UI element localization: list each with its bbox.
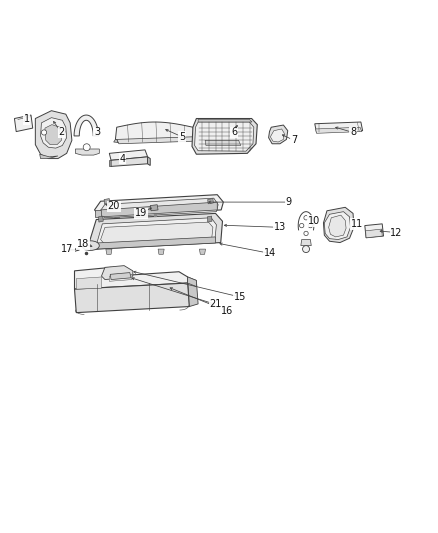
Polygon shape <box>148 157 150 166</box>
Circle shape <box>304 215 308 220</box>
Polygon shape <box>89 213 223 249</box>
Polygon shape <box>115 218 120 222</box>
Circle shape <box>300 223 304 228</box>
Polygon shape <box>101 202 217 217</box>
Polygon shape <box>199 200 205 206</box>
Polygon shape <box>205 140 241 146</box>
Polygon shape <box>76 277 102 289</box>
Circle shape <box>42 130 47 135</box>
Polygon shape <box>328 215 346 237</box>
Polygon shape <box>194 122 254 151</box>
Polygon shape <box>116 122 195 142</box>
Polygon shape <box>110 150 148 160</box>
Circle shape <box>60 129 65 134</box>
Circle shape <box>83 144 90 151</box>
Polygon shape <box>95 195 223 217</box>
Polygon shape <box>192 118 257 154</box>
Polygon shape <box>89 242 96 249</box>
Polygon shape <box>315 122 363 133</box>
Polygon shape <box>41 118 67 148</box>
Text: 21: 21 <box>209 300 222 309</box>
Polygon shape <box>45 125 61 144</box>
Polygon shape <box>99 216 103 222</box>
Text: 1: 1 <box>24 115 30 124</box>
Polygon shape <box>201 218 207 222</box>
Text: 9: 9 <box>286 197 292 207</box>
Polygon shape <box>209 200 215 205</box>
Polygon shape <box>199 249 205 254</box>
Circle shape <box>308 223 313 228</box>
Polygon shape <box>100 198 218 218</box>
Polygon shape <box>158 249 164 254</box>
Polygon shape <box>187 277 198 306</box>
Polygon shape <box>40 154 58 158</box>
Polygon shape <box>366 229 382 238</box>
Polygon shape <box>150 205 158 211</box>
Text: 2: 2 <box>58 127 64 138</box>
Polygon shape <box>207 216 212 222</box>
Text: 14: 14 <box>264 248 276 259</box>
Text: 17: 17 <box>61 244 74 254</box>
Polygon shape <box>95 210 101 217</box>
Polygon shape <box>97 218 216 248</box>
Text: 18: 18 <box>77 239 89 249</box>
Polygon shape <box>35 111 72 158</box>
Text: 7: 7 <box>291 135 297 146</box>
Polygon shape <box>114 140 118 142</box>
Polygon shape <box>106 249 112 254</box>
Text: 13: 13 <box>274 222 286 232</box>
Text: 8: 8 <box>350 127 356 138</box>
Polygon shape <box>84 245 98 250</box>
Polygon shape <box>74 115 99 136</box>
Text: 6: 6 <box>231 127 237 138</box>
Polygon shape <box>110 272 131 279</box>
Polygon shape <box>270 129 284 142</box>
Circle shape <box>303 246 310 253</box>
Ellipse shape <box>82 241 99 251</box>
Polygon shape <box>102 265 133 279</box>
Polygon shape <box>110 160 111 166</box>
Text: 11: 11 <box>351 219 364 229</box>
Polygon shape <box>187 277 196 287</box>
Polygon shape <box>74 283 189 313</box>
Text: 16: 16 <box>221 306 233 316</box>
Polygon shape <box>74 268 187 289</box>
Polygon shape <box>104 199 110 204</box>
Polygon shape <box>365 224 384 238</box>
Polygon shape <box>301 239 311 246</box>
Polygon shape <box>110 274 132 281</box>
Polygon shape <box>324 212 350 239</box>
Polygon shape <box>323 207 354 243</box>
Text: 15: 15 <box>234 292 246 302</box>
Polygon shape <box>167 218 172 222</box>
Polygon shape <box>75 149 99 155</box>
Polygon shape <box>208 199 213 204</box>
Text: 5: 5 <box>179 132 185 142</box>
Polygon shape <box>101 222 213 245</box>
Text: 12: 12 <box>390 228 403 238</box>
Polygon shape <box>96 237 215 249</box>
Polygon shape <box>14 115 33 132</box>
Polygon shape <box>198 119 252 122</box>
Text: 19: 19 <box>134 208 147 219</box>
Circle shape <box>304 231 308 236</box>
Polygon shape <box>268 125 288 144</box>
Text: 10: 10 <box>308 216 320 226</box>
Polygon shape <box>316 127 362 133</box>
Polygon shape <box>111 157 148 166</box>
Text: 4: 4 <box>119 154 125 164</box>
Text: 3: 3 <box>94 127 100 138</box>
Text: 20: 20 <box>107 201 120 212</box>
Polygon shape <box>117 137 195 144</box>
